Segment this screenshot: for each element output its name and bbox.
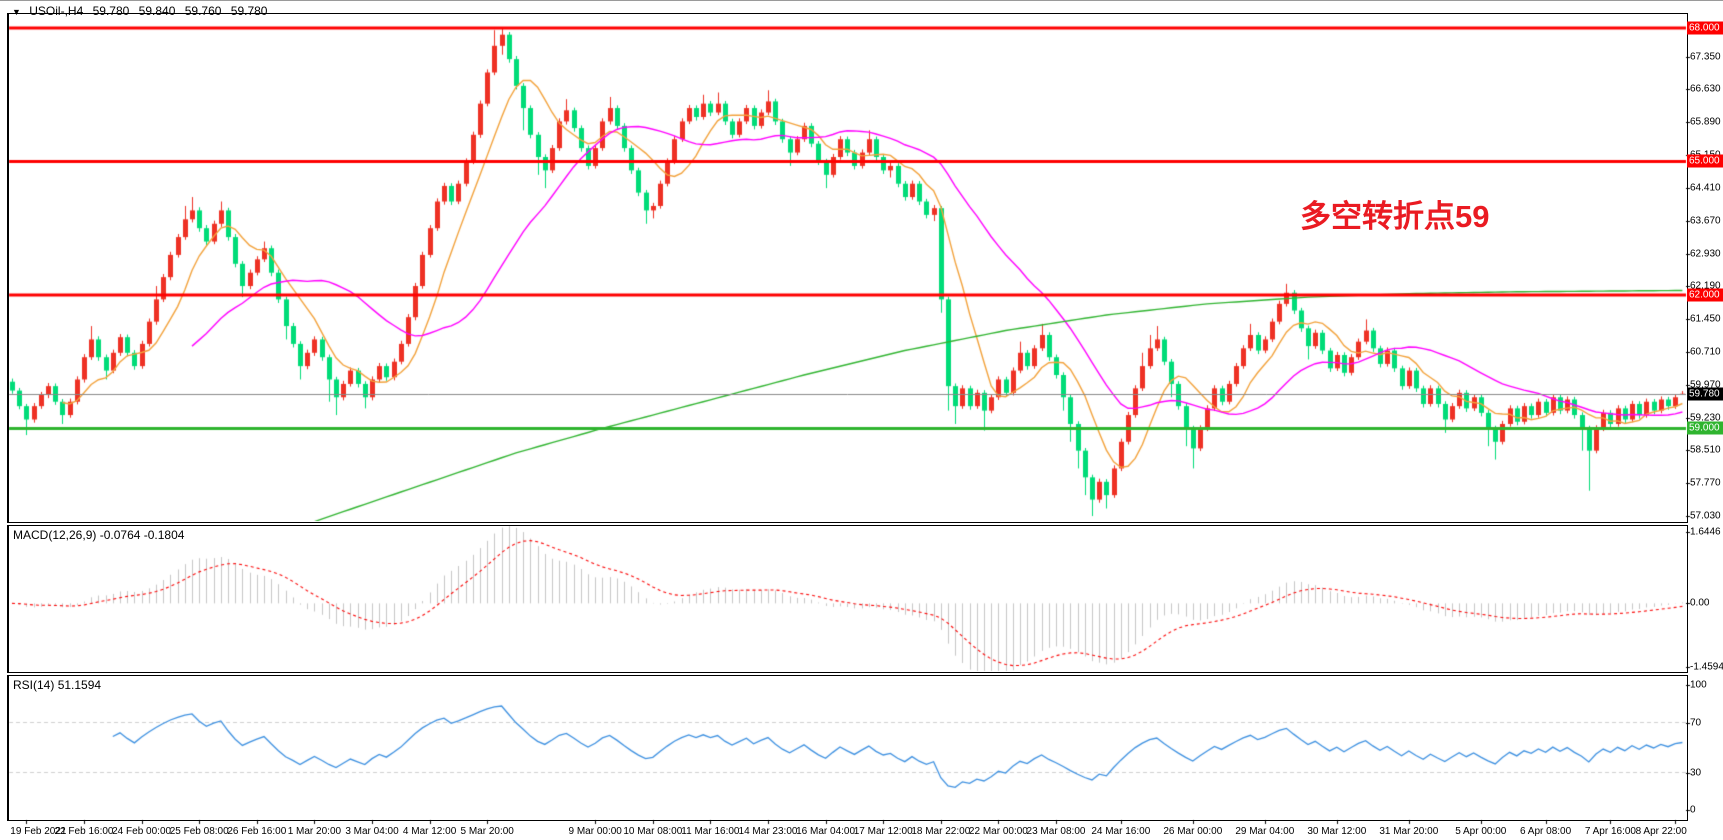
time-axis-label: 14 Mar 23:00 (738, 826, 798, 837)
quote-high: 59.840 (138, 4, 176, 18)
price-level-badge: 62.000 (1687, 288, 1723, 302)
price-tick-label: 57.770 (1690, 477, 1721, 489)
macd-tick-label: -1.4594 (1690, 661, 1723, 673)
time-axis-label: 3 Mar 04:00 (345, 826, 399, 837)
quote-close: 59.780 (230, 4, 268, 18)
time-axis-label: 19 Feb 2021 (10, 826, 67, 837)
macd-values: -0.0764 -0.1804 (99, 528, 185, 542)
price-level-badge: 59.000 (1687, 421, 1723, 435)
price-tick-label: 60.710 (1690, 346, 1721, 358)
macd-tick-label: 1.6446 (1690, 526, 1721, 538)
time-axis-label: 6 Apr 08:00 (1520, 826, 1572, 837)
price-tick-label: 61.450 (1690, 313, 1721, 325)
time-axis-label: 1 Mar 20:00 (287, 826, 342, 837)
price-tick-label: 64.410 (1690, 182, 1721, 194)
price-tick-label: 65.150 (1690, 149, 1721, 160)
macd-tick-label: 0.00 (1690, 597, 1710, 609)
time-axis-label: 7 Apr 16:00 (1584, 826, 1636, 837)
time-axis-label: 25 Feb 08:00 (169, 826, 229, 837)
time-axis-label: 9 Mar 00:00 (568, 826, 622, 837)
time-axis-label: 5 Mar 20:00 (460, 826, 514, 837)
quote-bar: ▼ USOil-,H4 59.780 59.840 59.760 59.780 (12, 4, 273, 18)
time-axis-label: 24 Feb 00:00 (112, 826, 172, 837)
time-axis-label: 16 Mar 04:00 (796, 826, 856, 837)
price-tick-label: 66.630 (1690, 83, 1721, 95)
rsi-tick-label: 100 (1690, 679, 1707, 691)
annotation-text: 多空转折点59 (1300, 199, 1490, 234)
time-axis-label: 5 Apr 00:00 (1455, 826, 1507, 837)
time-axis-label: 17 Mar 12:00 (853, 826, 913, 837)
price-tick-label: 62.930 (1690, 248, 1721, 260)
price-tick-label: 59.970 (1690, 379, 1721, 391)
time-axis-label: 8 Apr 22:00 (1635, 826, 1687, 837)
time-axis-label: 30 Mar 12:00 (1307, 826, 1367, 837)
time-axis-label: 4 Mar 12:00 (402, 826, 457, 837)
price-tick-label: 62.190 (1690, 280, 1721, 292)
price-tick-label: 59.230 (1690, 412, 1721, 424)
quote-open: 59.780 (92, 4, 130, 18)
rsi-name: RSI(14) (13, 678, 55, 692)
price-tick-label: 58.510 (1690, 444, 1721, 456)
time-axis-label: 29 Mar 04:00 (1235, 826, 1295, 837)
time-axis-label: 10 Mar 08:00 (623, 826, 683, 837)
time-axis-label: 22 Mar 00:00 (968, 826, 1028, 837)
macd-indicator-label: MACD(12,26,9) -0.0764 -0.1804 (13, 528, 184, 542)
time-axis-label: 23 Mar 08:00 (1026, 826, 1086, 837)
price-tick-label: 67.350 (1690, 51, 1721, 63)
rsi-tick-label: 0 (1690, 804, 1696, 816)
time-axis-label: 22 Feb 16:00 (54, 826, 114, 837)
rsi-value: 51.1594 (57, 678, 102, 692)
rsi-tick-label: 30 (1690, 767, 1702, 778)
quote-low: 59.760 (184, 4, 222, 18)
time-axis-label: 26 Mar 00:00 (1163, 826, 1223, 837)
price-tick-label: 63.670 (1690, 215, 1721, 227)
rsi-tick-label: 70 (1690, 717, 1702, 728)
macd-name: MACD(12,26,9) (13, 528, 97, 542)
time-axis-label: 18 Mar 22:00 (911, 826, 971, 837)
price-tick-label: 65.890 (1690, 116, 1721, 128)
time-axis-label: 11 Mar 16:00 (681, 826, 740, 837)
price-level-badge: 68.000 (1687, 21, 1723, 35)
rsi-indicator-label: RSI(14) 51.1594 (13, 678, 101, 692)
time-axis-label: 24 Mar 16:00 (1091, 826, 1151, 837)
price-level-badge: 59.780 (1687, 387, 1723, 401)
symbol-dropdown-icon[interactable]: ▼ (12, 7, 21, 17)
symbol-timeframe-label: USOil-,H4 (29, 4, 84, 18)
time-axis-label: 26 Feb 16:00 (227, 826, 287, 837)
time-axis-label: 31 Mar 20:00 (1379, 826, 1439, 837)
price-tick-label: 57.030 (1690, 510, 1721, 522)
price-level-badge: 65.000 (1687, 154, 1723, 168)
